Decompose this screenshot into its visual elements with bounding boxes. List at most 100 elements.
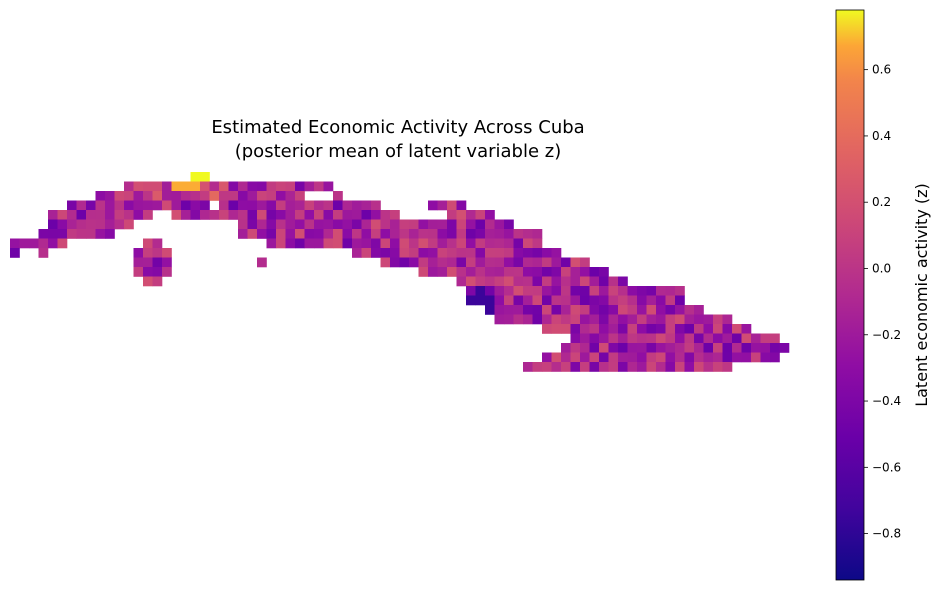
- heatmap-cell: [57, 210, 68, 220]
- heatmap-cell: [608, 295, 619, 306]
- heatmap-cell: [599, 333, 609, 344]
- heatmap-cell: [114, 219, 125, 230]
- heatmap-cell: [152, 276, 163, 287]
- heatmap-cell: [466, 257, 476, 268]
- heatmap-cell: [656, 314, 666, 325]
- heatmap-cell: [105, 210, 115, 220]
- heatmap-cell: [437, 229, 448, 239]
- heatmap-cell: [656, 295, 666, 306]
- heatmap-cell: [551, 352, 562, 363]
- heatmap-cell: [532, 286, 543, 296]
- heatmap-cell: [513, 276, 524, 287]
- heatmap-cell: [352, 229, 362, 239]
- heatmap-cell: [181, 200, 191, 211]
- heatmap-cell: [542, 295, 552, 306]
- heatmap-cell: [608, 343, 619, 353]
- heatmap-cell: [703, 343, 714, 353]
- heatmap-cell: [760, 343, 771, 353]
- heatmap-cell: [380, 257, 391, 268]
- heatmap-cell: [684, 333, 695, 344]
- heatmap-cell: [580, 314, 590, 325]
- heatmap-cell: [513, 286, 524, 296]
- heatmap-cell: [114, 200, 125, 211]
- heatmap-cell: [266, 229, 277, 239]
- heatmap-cell: [418, 219, 429, 230]
- heatmap-cell: [627, 343, 638, 353]
- heatmap-cell: [494, 305, 505, 315]
- heatmap-cell: [333, 210, 343, 220]
- heatmap-cell: [67, 210, 77, 220]
- heatmap-cell: [86, 200, 96, 211]
- heatmap-cell: [314, 181, 324, 192]
- heatmap-cell: [494, 267, 505, 277]
- heatmap-cell: [152, 257, 163, 268]
- heatmap-cell: [428, 238, 438, 249]
- heatmap-cell: [618, 362, 628, 372]
- heatmap-cell: [456, 257, 467, 268]
- heatmap-cell: [200, 172, 210, 182]
- heatmap-cell: [513, 238, 524, 249]
- heatmap-cell: [618, 305, 628, 315]
- heatmap-cell: [513, 257, 524, 268]
- heatmap-cell: [542, 276, 552, 287]
- heatmap-cell: [627, 333, 638, 344]
- heatmap-cell: [437, 248, 448, 258]
- heatmap-cell: [532, 295, 543, 306]
- heatmap-cell: [437, 238, 448, 249]
- heatmap-cell: [675, 314, 685, 325]
- heatmap-cell: [703, 362, 714, 372]
- heatmap-cell: [608, 324, 619, 334]
- heatmap-cell: [247, 181, 258, 192]
- heatmap-cell: [646, 286, 657, 296]
- heatmap-cell: [152, 181, 163, 192]
- heatmap-cell: [589, 333, 600, 344]
- heatmap-cell: [722, 324, 733, 334]
- heatmap-cell: [694, 352, 704, 363]
- heatmap-cell: [76, 210, 87, 220]
- heatmap-cell: [228, 181, 239, 192]
- heatmap-cell: [456, 248, 467, 258]
- heatmap-cell: [722, 314, 733, 325]
- heatmap-cell: [466, 210, 476, 220]
- heatmap-cell: [475, 248, 486, 258]
- heatmap-cell: [760, 352, 771, 363]
- heatmap-cell: [105, 191, 115, 201]
- heatmap-cell: [456, 238, 467, 249]
- heatmap-cell: [475, 238, 486, 249]
- heatmap-cell: [428, 219, 438, 230]
- heatmap-cell: [418, 229, 429, 239]
- heatmap-cell: [352, 238, 362, 249]
- heatmap-cell: [352, 219, 362, 230]
- heatmap-cell: [399, 229, 410, 239]
- heatmap-cell: [779, 343, 790, 353]
- heatmap-cell: [333, 219, 343, 230]
- heatmap-cell: [732, 324, 742, 334]
- heatmap-cell: [589, 295, 600, 306]
- heatmap-cell: [466, 248, 476, 258]
- heatmap-cell: [361, 248, 372, 258]
- heatmap-cell: [371, 200, 381, 211]
- heatmap-cell: [295, 238, 305, 249]
- heatmap-cell: [608, 276, 619, 287]
- heatmap-cell: [485, 257, 495, 268]
- heatmap-cell: [86, 219, 96, 230]
- heatmap-cell: [437, 267, 448, 277]
- heatmap-cell: [143, 200, 153, 211]
- heatmap-cell: [171, 191, 182, 201]
- heatmap-cell: [361, 238, 372, 249]
- heatmap-cell: [580, 343, 590, 353]
- heatmap-cell: [561, 267, 571, 277]
- heatmap-cell: [380, 210, 391, 220]
- heatmap-cell: [124, 219, 134, 230]
- heatmap-cell: [580, 295, 590, 306]
- heatmap-cell: [532, 229, 543, 239]
- heatmap-cell: [428, 248, 438, 258]
- heatmap-cell: [694, 305, 704, 315]
- heatmap-cell: [380, 229, 391, 239]
- colorbar-tick-label: −0.8: [872, 527, 901, 541]
- heatmap-cell: [532, 267, 543, 277]
- heatmap-cell: [589, 324, 600, 334]
- heatmap-cell: [646, 324, 657, 334]
- heatmap-cell: [675, 324, 685, 334]
- heatmap-cell: [504, 267, 514, 277]
